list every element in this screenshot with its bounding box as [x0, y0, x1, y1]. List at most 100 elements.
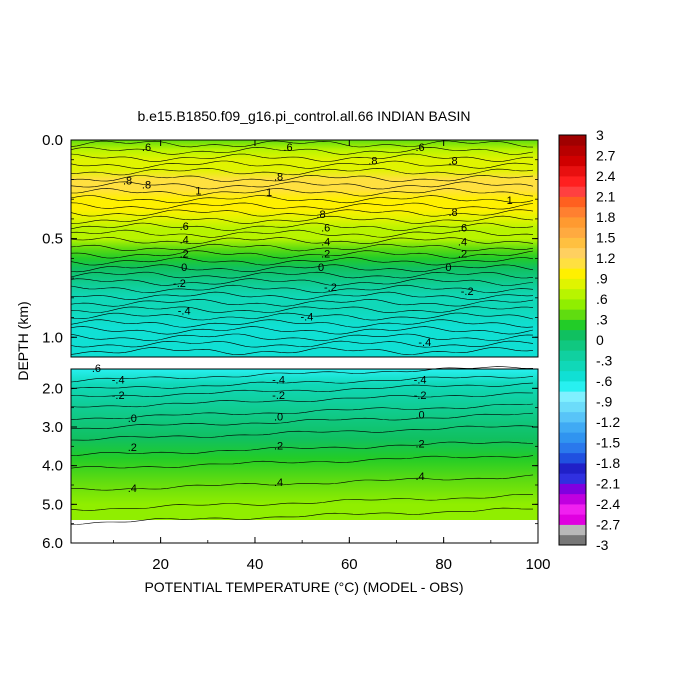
colorbar-label: 1.5: [596, 230, 616, 246]
colorbar-swatch: [559, 381, 586, 392]
y-tick-label: 4.0: [42, 458, 63, 475]
contour-line: [70, 306, 534, 313]
colorbar-swatch: [559, 299, 586, 310]
contour-line: [70, 278, 534, 286]
contour-line: [70, 257, 534, 266]
contour-label: -.2: [414, 390, 427, 402]
colorbar-swatch: [559, 268, 586, 279]
y-tick-label: 1.0: [42, 329, 63, 346]
contour-label: .2: [458, 248, 467, 260]
contour-label: -.2: [173, 278, 186, 290]
upper-contours: [70, 140, 534, 356]
y-tick-label: 5.0: [42, 496, 63, 513]
colorbar-label: -2.7: [596, 517, 620, 533]
contour-label: 1: [266, 187, 272, 199]
colorbar-swatch: [559, 278, 586, 290]
lower-y-ticks: 2.0 3.0 4.0 5.0 6.0: [42, 368, 538, 552]
colorbar-label: -2.1: [596, 476, 620, 492]
contour-line: [70, 291, 534, 301]
colorbar-swatch: [559, 145, 586, 156]
contour-line: [70, 271, 534, 279]
contour-line: [70, 243, 534, 252]
contour-line: [70, 494, 534, 511]
colorbar-label: -1.5: [596, 435, 620, 451]
colorbar-swatch: [559, 524, 586, 536]
contour-label: -.4: [178, 306, 191, 318]
colorbar-swatch: [559, 463, 586, 474]
colorbar-label: -.6: [596, 373, 613, 389]
x-ticks: 20 40 60 80 100: [113, 140, 551, 573]
contour-label: .4: [458, 237, 467, 249]
contour-label: .6: [283, 142, 292, 154]
upper-y-ticks: 0.0 0.5 1.0: [42, 132, 538, 358]
contour-line: [71, 188, 534, 197]
x-tick-label: 40: [247, 556, 264, 573]
upper-contour-labels: .8 1 1.8.81.8.8.8.8.6.6.6.4.4.4.2.2.20 0 0-.…: [123, 142, 513, 349]
colorbar-swatch: [559, 473, 586, 484]
upper-panel-frame: [70, 139, 539, 358]
contour-label: -.2: [272, 390, 285, 402]
contour-line: [70, 441, 534, 456]
upper-panel: .8 1 1.8.81.8.8.8.8.6.6.6.4.4.4.2.2.20 0 0-.…: [42, 132, 539, 358]
contour-label: .8: [449, 207, 458, 219]
colorbar-swatch: [559, 350, 586, 361]
contour-label: .4: [416, 471, 425, 483]
contour-line: [70, 312, 534, 321]
colorbar-swatch: [559, 186, 586, 197]
colorbar-swatch: [559, 401, 586, 413]
colorbar-swatch: [559, 534, 586, 546]
x-tick-label: 60: [341, 556, 358, 573]
colorbar-label: -1.8: [596, 455, 620, 471]
contour-label: -.4: [414, 375, 427, 387]
colorbar-swatch: [559, 176, 586, 187]
colorbar-label: -1.2: [596, 414, 620, 430]
contour-line: [70, 298, 534, 307]
contour-label: -.2: [324, 282, 337, 294]
contour-label: -.4: [272, 375, 285, 387]
contour-label: 0: [181, 262, 187, 274]
colorbar-swatch: [559, 196, 586, 208]
contour-line: [70, 153, 533, 162]
colorbar-swatch: [559, 452, 586, 464]
lower-panel: -.6-.4 -.4 -.4-.2 -.2 -.2.0.0.0.2.2.2.4.4.4 …: [42, 140, 551, 573]
colorbar-swatch: [559, 165, 586, 177]
contour-label: .6: [142, 142, 151, 154]
contour-line: [70, 340, 534, 348]
contour-line: [70, 195, 534, 204]
contour-line: [70, 146, 534, 155]
colorbar-swatch: [559, 514, 586, 525]
y-tick-label: 3.0: [42, 419, 63, 436]
colorbar-label: -3: [596, 537, 609, 553]
x-tick-label: 80: [435, 556, 452, 573]
contour-line: [70, 507, 533, 525]
colorbar-label: .6: [596, 291, 608, 307]
colorbar-swatch: [559, 504, 586, 515]
colorbar-label: -2.4: [596, 496, 620, 512]
contour-label: .6: [416, 142, 425, 154]
contour-line: [70, 222, 534, 231]
colorbar-frame: [558, 134, 587, 546]
contour-label: .8: [449, 156, 458, 168]
colorbar-swatch: [559, 360, 586, 372]
contour-line: [70, 403, 534, 420]
contour-label: -.2: [112, 390, 125, 402]
contour-label: .8: [316, 209, 325, 221]
upper-panel-field: [71, 140, 538, 357]
contour-label: .2: [274, 440, 283, 452]
colorbar-swatch: [559, 411, 586, 423]
colorbar-label: 2.7: [596, 148, 616, 164]
colorbar-swatch: [559, 247, 586, 259]
colorbar-swatch: [559, 329, 586, 341]
contour-line: [70, 181, 534, 190]
chart-title: b.e15.B1850.f09_g16.pi_control.all.66 IN…: [137, 108, 470, 124]
contour-label: -.4: [418, 337, 431, 349]
colorbar-label: -.9: [596, 394, 613, 410]
contour-line: [70, 209, 534, 217]
contour-line: [70, 215, 534, 224]
colorbar-swatch: [559, 370, 586, 382]
contour-label: .6: [321, 223, 330, 235]
x-tick-label: 100: [525, 556, 550, 573]
contour-label: .2: [321, 248, 330, 260]
colorbar-label: 0: [596, 332, 604, 348]
